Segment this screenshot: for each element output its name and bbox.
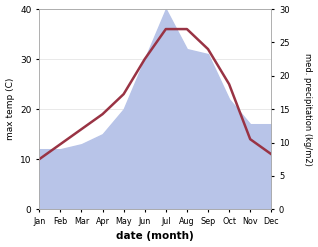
X-axis label: date (month): date (month): [116, 231, 194, 242]
Y-axis label: max temp (C): max temp (C): [5, 78, 15, 140]
Y-axis label: med. precipitation (kg/m2): med. precipitation (kg/m2): [303, 53, 313, 165]
